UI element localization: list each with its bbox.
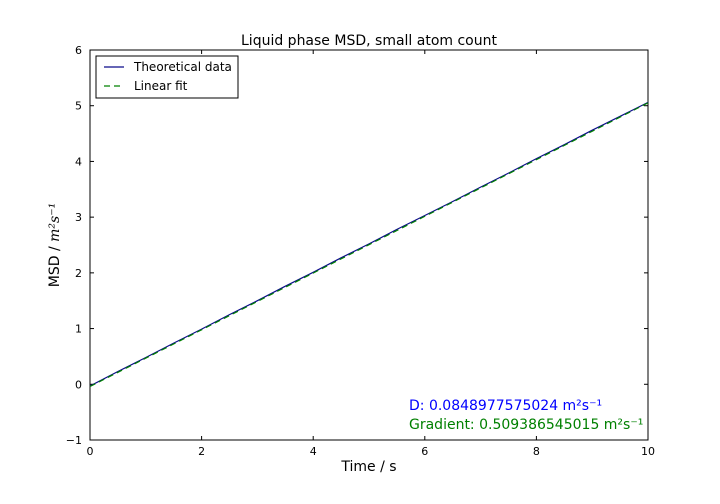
x-axis-label: Time / s [340,459,396,475]
x-tick-label: 2 [198,445,205,458]
y-axis-label: MSD / m²s⁻¹ [47,203,63,287]
legend-label-linear-fit: Linear fit [134,79,188,93]
y-tick-label: −1 [66,434,82,447]
legend-label-theoretical: Theoretical data [133,60,232,74]
series-layer [89,101,649,388]
x-tick-label: 0 [87,445,94,458]
gradient-annotation: Gradient: 0.509386545015 m²s⁻¹ [409,417,643,433]
x-tick-label: 6 [421,445,428,458]
x-tick-label: 4 [310,445,317,458]
series-theoretical-data-line [89,101,649,387]
legend-box [95,55,239,99]
y-tick-label: 2 [75,267,82,280]
y-tick-label: 3 [75,211,82,224]
y-tick-label: 1 [75,323,82,336]
x-tick-label: 10 [641,445,655,458]
y-tick-label: 6 [75,44,82,57]
chart-title: Liquid phase MSD, small atom count [241,33,497,49]
series-linear-fit-line [89,102,649,388]
legend: Theoretical data Linear fit [95,55,239,99]
y-axis-label-unit: m²s⁻¹ [47,203,63,242]
axis-ticks: 0 2 4 6 8 10 −1 0 1 2 3 4 5 6 [66,44,655,458]
x-tick-label: 8 [533,445,540,458]
y-axis-label-main: MSD / [47,242,63,287]
y-tick-label: 4 [75,155,82,168]
diffusion-coefficient-annotation: D: 0.0848977575024 m²s⁻¹ [409,398,602,414]
y-tick-label: 0 [75,378,82,391]
y-tick-label: 5 [75,100,82,113]
